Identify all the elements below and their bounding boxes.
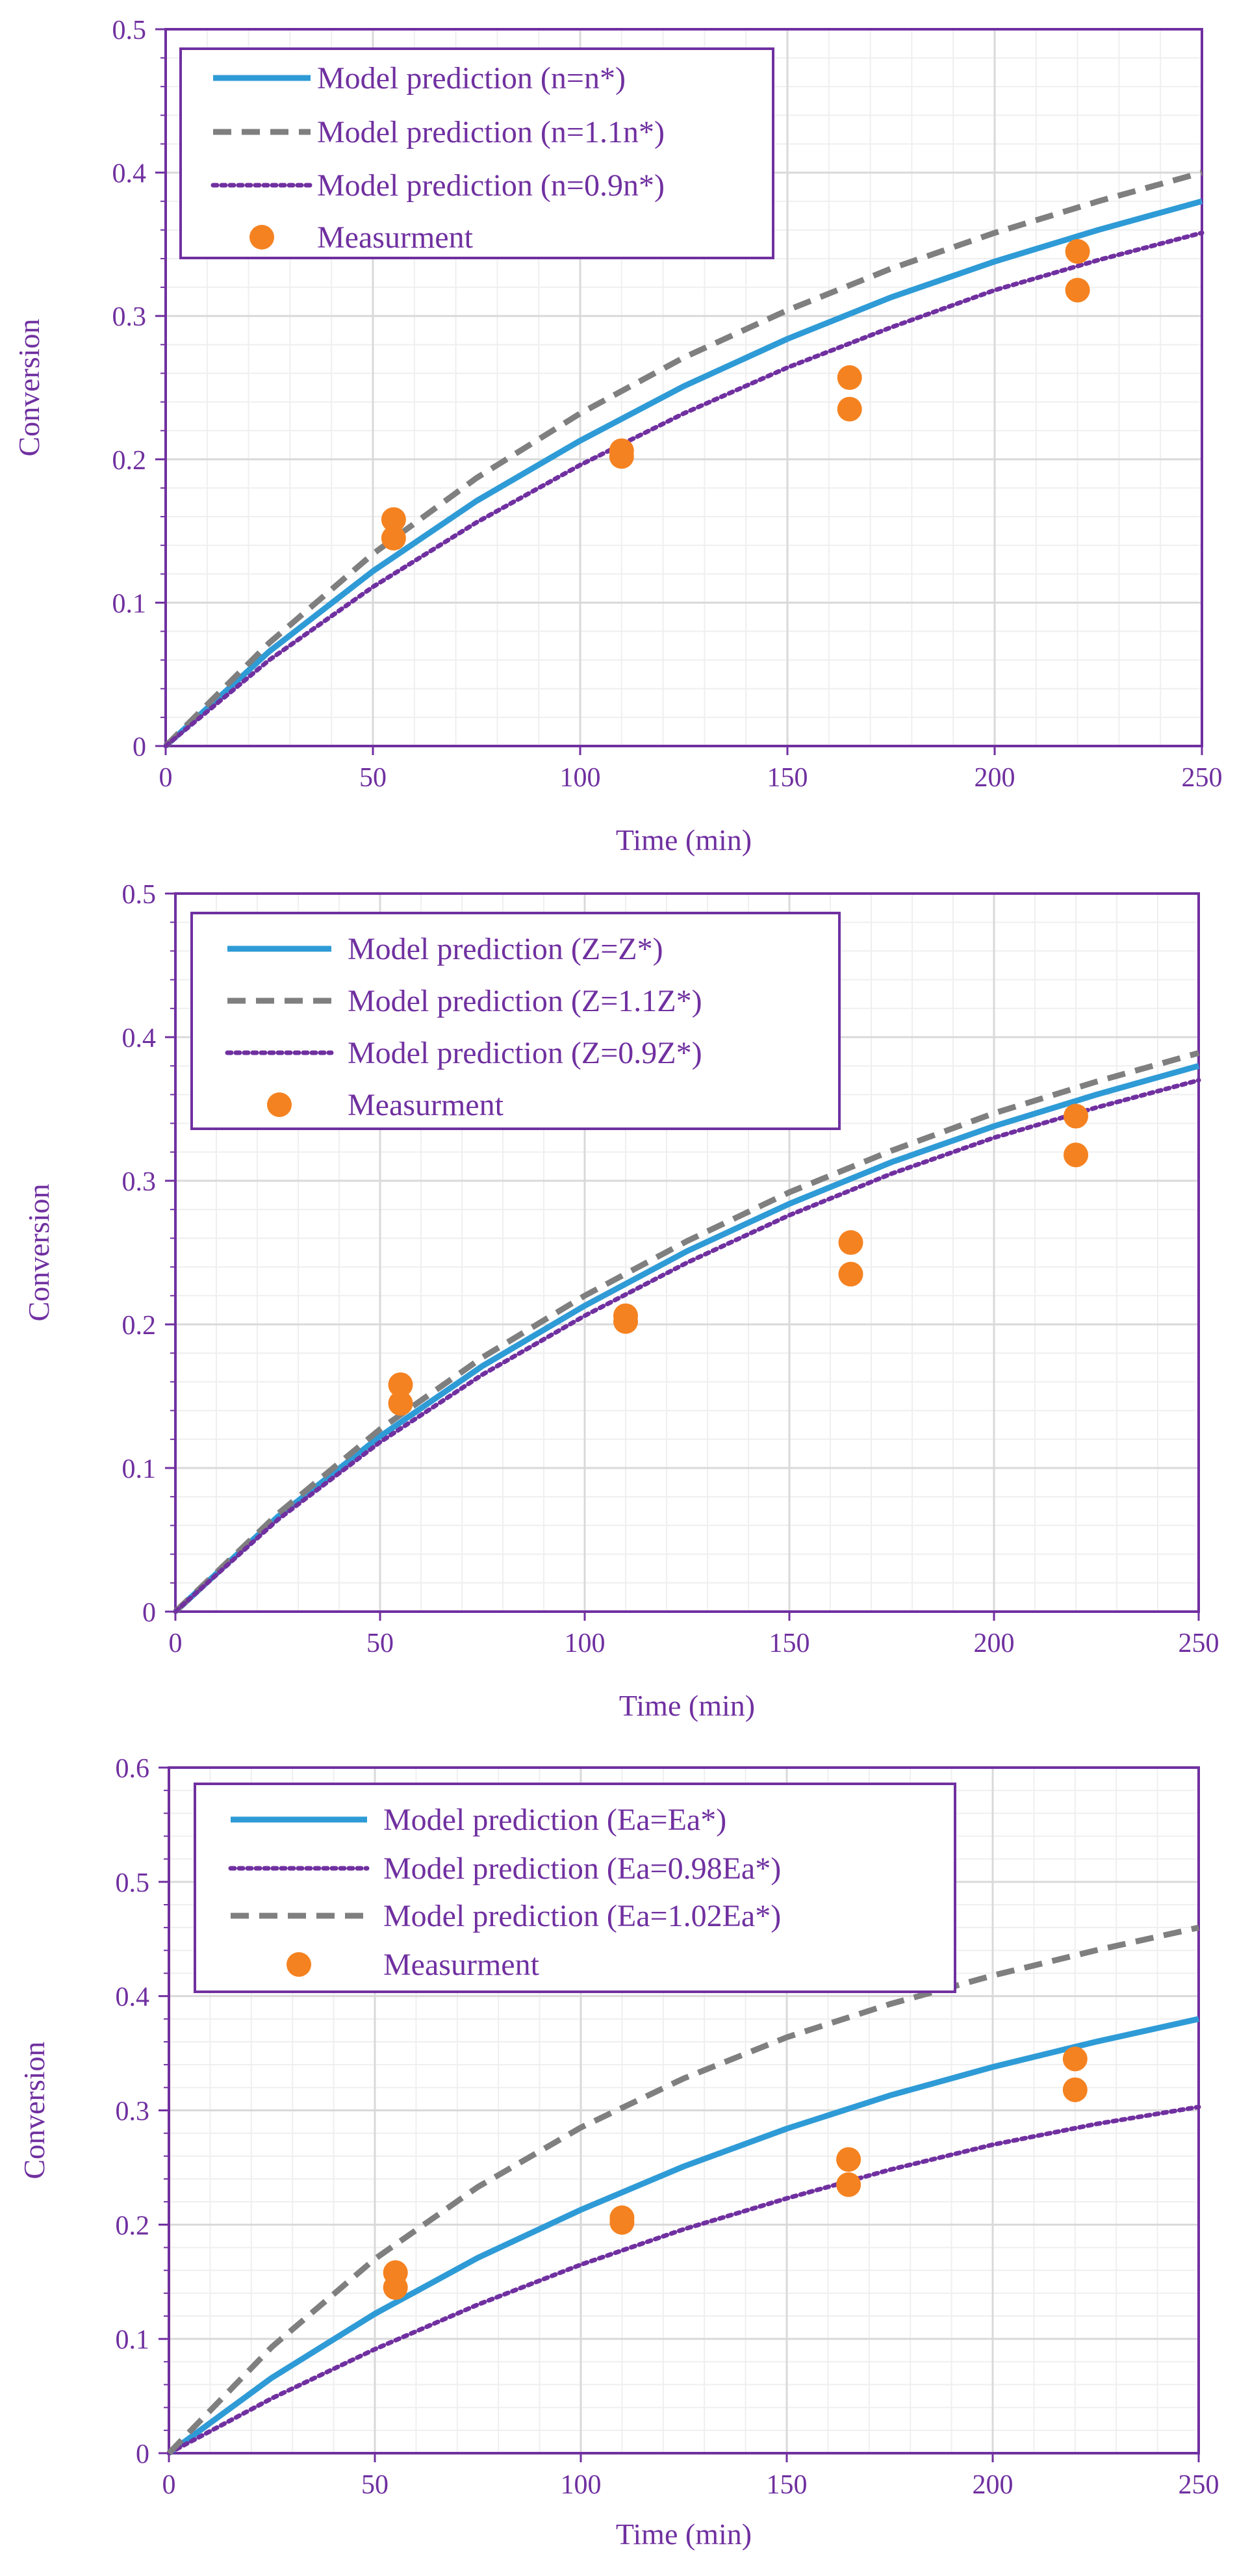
legend-label-1: Model prediction (n=n*) <box>317 61 626 96</box>
y-tick-label: 0.4 <box>122 1024 157 1053</box>
plot-frame <box>164 28 1203 747</box>
series-line-3 <box>163 230 1205 749</box>
x-tick-label: 100 <box>560 763 601 793</box>
measurement-point <box>836 2172 861 2197</box>
measurement-point <box>1065 277 1090 303</box>
x-tick-label: 0 <box>162 2470 176 2500</box>
x-tick-label: 150 <box>767 2470 808 2500</box>
y-tick-label: 0.4 <box>112 159 147 189</box>
x-tick-label: 50 <box>361 2470 389 2500</box>
series-line-1 <box>173 1063 1200 1614</box>
x-tick-label: 100 <box>565 1629 606 1658</box>
x-tick-label: 100 <box>561 2470 602 2500</box>
y-tick-label: 0.3 <box>122 1167 157 1197</box>
x-tick-label: 50 <box>366 1629 394 1658</box>
x-tick-label: 250 <box>1179 2470 1219 2500</box>
plot-frame <box>174 892 1200 1613</box>
measurement-point <box>609 2209 635 2235</box>
y-axis-title: Conversion <box>12 318 45 456</box>
x-tick-label: 150 <box>769 1629 810 1658</box>
measurement-point <box>388 1391 413 1416</box>
measurement-point <box>1064 1103 1088 1129</box>
y-tick-label: 0.5 <box>122 880 157 910</box>
x-axis-title: Time (min) <box>619 1689 755 1722</box>
measurement-point <box>838 1261 863 1287</box>
y-tick-label: 0.5 <box>116 1868 150 1898</box>
legend-label-2: Model prediction (Z=1.1Z*) <box>348 984 702 1018</box>
legend-label-2: Model prediction (Ea=0.98Ea*) <box>383 1851 781 1886</box>
chart-2: 0 50 100 150 200 250 0 0.1 0.2 0.3 0.4 0.5 Time (min… <box>22 880 1219 1722</box>
measurement-point <box>388 1372 413 1397</box>
y-axis-title: Conversion <box>18 2041 51 2179</box>
measurement-point <box>838 1230 863 1256</box>
measurement-point <box>609 444 634 469</box>
y-tick-label: 0.1 <box>116 2325 150 2355</box>
legend-box <box>179 47 774 259</box>
x-axis-title: Time (min) <box>616 2518 752 2551</box>
y-tick-label: 0.6 <box>116 1754 150 1784</box>
y-tick-label: 0 <box>133 732 146 762</box>
y-tick-label: 0.2 <box>122 1311 157 1341</box>
legend-label-4: Measurment <box>383 1948 540 1982</box>
y-tick-label: 0 <box>136 2440 149 2469</box>
measurement-point <box>836 2147 861 2172</box>
y-tick-label: 0 <box>142 1598 156 1628</box>
y-tick-label: 0.4 <box>116 1983 150 2013</box>
measurement-point <box>1062 2046 1088 2072</box>
chart-1: 0 50 100 150 200 250 0 0.1 0.2 0.3 0.4 0.5 Time (min… <box>12 16 1223 857</box>
y-axis-title: Conversion <box>22 1183 55 1321</box>
x-tick-label: 0 <box>169 1629 183 1658</box>
y-tick-label: 0.3 <box>116 2097 150 2127</box>
x-tick-label: 0 <box>159 763 173 793</box>
x-tick-label: 50 <box>359 763 387 793</box>
series-line-3 <box>166 1924 1199 2456</box>
measurement-point <box>613 1309 638 1334</box>
y-tick-label: 0.2 <box>112 446 147 476</box>
chart-3: 0 50 100 150 200 250 0 0.1 0.2 0.3 0.4 0.5 0.6 Time (… <box>18 1754 1219 2551</box>
measurement-point <box>383 2275 408 2300</box>
legend-label-2: Model prediction (n=1.1n*) <box>317 115 665 149</box>
legend-label-3: Model prediction (n=0.9n*) <box>317 168 665 203</box>
legend-label-4: Measurment <box>317 220 474 255</box>
series-line-2 <box>173 1050 1200 1614</box>
x-tick-label: 200 <box>975 763 1015 793</box>
measurement-point <box>1064 1142 1088 1168</box>
measurement-point <box>1065 238 1090 264</box>
legend-label-1: Model prediction (Z=Z*) <box>348 932 663 966</box>
x-tick-label: 250 <box>1179 1629 1219 1658</box>
series-line-2 <box>163 170 1203 749</box>
measurement-point <box>1062 2077 1088 2102</box>
series-line-1 <box>167 2016 1199 2456</box>
y-tick-label: 0.3 <box>112 302 147 332</box>
y-tick-label: 0.5 <box>112 16 147 45</box>
x-tick-label: 200 <box>973 2470 1014 2500</box>
legend-label-1: Model prediction (Ea=Ea*) <box>383 1803 726 1837</box>
measurement-point <box>381 507 406 532</box>
y-tick-label: 0.1 <box>112 589 147 619</box>
legend-swatch-marker <box>267 1092 292 1117</box>
legend-label-3: Model prediction (Ea=1.02Ea*) <box>383 1899 781 1933</box>
legend-swatch-marker <box>287 1952 311 1977</box>
x-tick-label: 150 <box>767 763 808 793</box>
measurement-point <box>381 526 406 551</box>
legend-label-4: Measurment <box>348 1088 504 1122</box>
legend-label-3: Model prediction (Z=0.9Z*) <box>348 1036 702 1070</box>
measurement-point <box>837 396 862 422</box>
y-tick-label: 0.2 <box>116 2211 150 2241</box>
legend-swatch-marker <box>249 225 274 250</box>
x-axis-title: Time (min) <box>616 823 752 857</box>
measurement-point <box>837 365 862 391</box>
x-tick-label: 250 <box>1182 763 1223 793</box>
series-line-2 <box>166 2104 1201 2456</box>
y-tick-label: 0.1 <box>122 1454 157 1484</box>
series-line-3 <box>173 1077 1201 1614</box>
x-tick-label: 200 <box>974 1629 1015 1658</box>
series-line-1 <box>163 198 1203 749</box>
